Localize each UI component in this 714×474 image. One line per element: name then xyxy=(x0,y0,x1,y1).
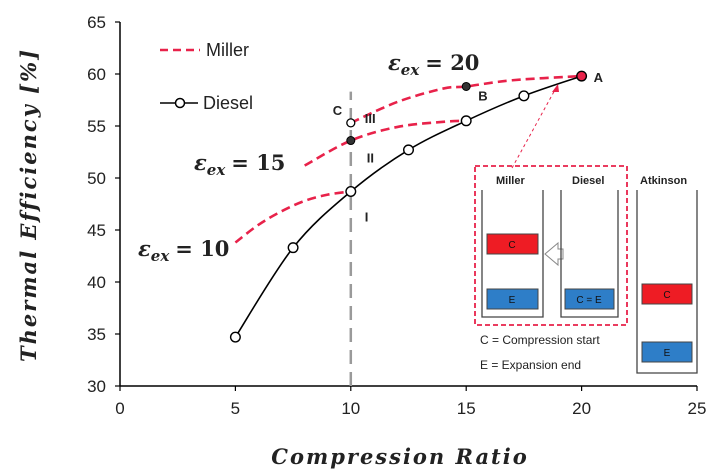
inset-diagram: Miller C E Diesel C = E Atkinson C E C =… xyxy=(474,84,698,374)
miller-curve-2 xyxy=(350,74,582,125)
miller-point-0 xyxy=(461,81,471,91)
miller-point-2 xyxy=(346,136,356,146)
y-tick-label: 50 xyxy=(87,169,106,188)
x-tick-label: 0 xyxy=(115,399,124,418)
inset-pointer-line xyxy=(511,87,557,169)
point-label-i: I xyxy=(365,210,369,225)
x-tick-label: 25 xyxy=(688,399,707,418)
x-tick-label: 20 xyxy=(572,399,591,418)
note-expansion-end: E = Expansion end xyxy=(480,358,581,372)
x-axis-title: Compression Ratio xyxy=(271,444,528,469)
point-label-ii: II xyxy=(367,151,374,166)
y-tick-label: 55 xyxy=(87,117,106,136)
miller-e-label: E xyxy=(509,295,516,306)
y-tick-label: 65 xyxy=(87,13,106,32)
atkinson-c-block xyxy=(641,283,693,305)
note-compression-start: C = Compression start xyxy=(480,333,600,347)
diesel-point-0 xyxy=(229,331,241,343)
miller-cylinder-title: Miller xyxy=(496,175,525,187)
atkinson-e-label: E xyxy=(664,348,671,359)
diesel-point-5 xyxy=(518,90,530,102)
hollow-arrow-icon xyxy=(544,241,564,267)
y-tick-label: 35 xyxy=(87,325,106,344)
miller-curve-0 xyxy=(234,190,351,244)
miller-cylinder xyxy=(481,190,544,318)
inset-dashed-frame xyxy=(474,165,628,326)
miller-point-c xyxy=(346,118,356,128)
x-tick-labels: 0 5 10 15 20 25 xyxy=(115,399,706,418)
miller-series xyxy=(234,74,582,244)
point-label-b: B xyxy=(478,88,487,103)
legend-miller-label: Miller xyxy=(206,40,249,60)
miller-e-block xyxy=(486,288,539,310)
axis-ticks xyxy=(115,21,698,391)
point-label-iii: III xyxy=(365,111,376,126)
point-label-c: C xyxy=(333,103,343,118)
diesel-series xyxy=(229,70,588,343)
x-tick-label: 5 xyxy=(231,399,240,418)
diesel-ce-label: C = E xyxy=(576,295,602,306)
miller-curve-1 xyxy=(304,119,467,167)
diesel-point-4 xyxy=(460,115,472,127)
miller-c-block xyxy=(486,233,539,255)
atkinson-cylinder-title: Atkinson xyxy=(640,175,687,187)
diesel-point-6 xyxy=(576,70,588,82)
inset-pointer-arrowhead xyxy=(552,84,559,92)
point-label-a: A xyxy=(594,70,604,85)
eps-label-15: εex = 15 xyxy=(194,150,285,179)
legend-diesel-marker xyxy=(174,97,186,109)
diesel-cylinder-title: Diesel xyxy=(572,175,604,187)
atkinson-e-block xyxy=(641,341,693,363)
diesel-point-1 xyxy=(287,242,299,254)
y-tick-label: 45 xyxy=(87,221,106,240)
legend-diesel-label: Diesel xyxy=(203,93,253,113)
y-tick-labels: 30 35 40 45 50 55 60 65 xyxy=(87,13,106,396)
diesel-ce-block xyxy=(564,288,615,310)
legend: Miller Diesel xyxy=(160,40,253,113)
x-tick-label: 10 xyxy=(341,399,360,418)
atkinson-cylinder xyxy=(636,190,698,374)
x-tick-label: 15 xyxy=(457,399,476,418)
y-axis-title: Thermal Efficiency [%] xyxy=(16,48,41,362)
miller-c-label: C xyxy=(508,240,515,251)
y-tick-label: 40 xyxy=(87,273,106,292)
eps-label-20: εex = 20 xyxy=(388,50,479,79)
atkinson-c-label: C xyxy=(663,290,670,301)
diesel-point-2 xyxy=(345,186,357,198)
diesel-cylinder xyxy=(560,190,619,318)
diesel-point-3 xyxy=(403,144,415,156)
eps-label-10: εex = 10 xyxy=(138,236,229,265)
y-tick-label: 30 xyxy=(87,377,106,396)
y-tick-label: 60 xyxy=(87,65,106,84)
